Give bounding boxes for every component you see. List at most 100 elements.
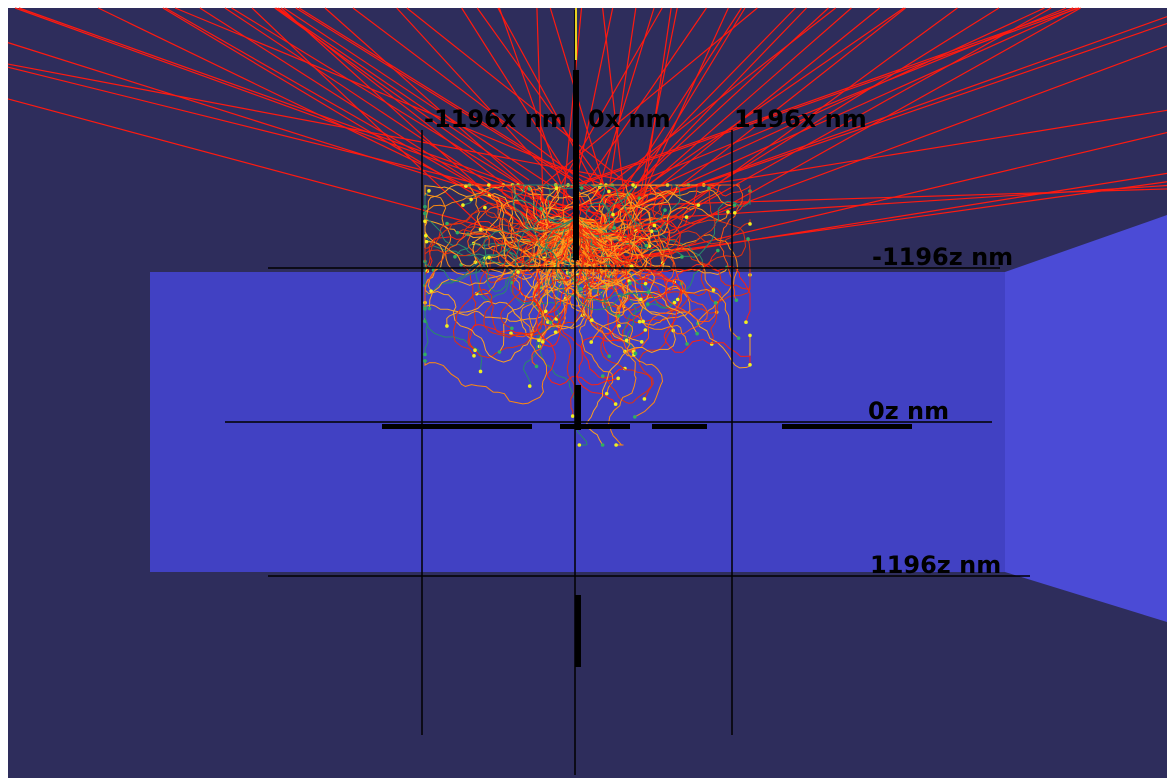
particle-end <box>631 183 635 187</box>
particle-end <box>726 210 730 214</box>
particle-end <box>543 309 548 314</box>
particle-end <box>423 352 427 357</box>
particle-end <box>453 254 457 259</box>
particle-end <box>607 189 611 194</box>
z-label: 0z nm <box>868 397 949 425</box>
particle-end <box>607 354 612 359</box>
particle-end <box>539 206 543 211</box>
particle-end <box>652 223 657 228</box>
particle-end <box>733 210 737 215</box>
particle-end <box>600 443 605 447</box>
trajectory <box>7 63 636 183</box>
trajectory <box>626 172 1167 261</box>
particle-end <box>600 374 605 378</box>
particle-end <box>474 291 479 296</box>
particle-end <box>675 297 680 302</box>
trajectory <box>561 7 583 217</box>
particle-end <box>646 290 651 294</box>
trajectory <box>556 214 631 318</box>
trajectory <box>625 7 1045 202</box>
particle-end <box>614 443 618 447</box>
particle-end <box>461 203 465 207</box>
particle-end <box>748 362 752 367</box>
particle-end <box>497 350 502 354</box>
particle-end <box>486 183 491 187</box>
particle-end <box>472 353 476 358</box>
particle-end <box>445 324 449 328</box>
trajectory <box>563 184 633 267</box>
particle-end <box>589 340 594 344</box>
trajectory <box>596 7 1052 264</box>
particle-end <box>579 186 584 190</box>
particle-end <box>611 212 615 217</box>
trajectory <box>580 7 707 192</box>
trajectory <box>607 7 881 229</box>
trajectory <box>275 7 530 181</box>
trajectory <box>625 7 729 231</box>
particle-end <box>645 302 650 306</box>
particle-end <box>639 297 643 302</box>
trajectory <box>625 181 1167 259</box>
trajectory <box>536 7 545 241</box>
trajectory <box>512 214 584 303</box>
trajectory <box>587 7 742 246</box>
particle-end <box>473 348 477 352</box>
x-label: 1196x nm <box>734 105 867 133</box>
axis-bar <box>652 424 707 429</box>
trajectory <box>424 184 577 272</box>
axis-bar <box>560 424 630 429</box>
particle-end <box>663 208 667 212</box>
trajectory <box>461 7 591 212</box>
particle-end <box>643 281 648 286</box>
particle-end <box>744 320 748 325</box>
axis-bar <box>575 595 581 667</box>
particle-end <box>429 289 433 294</box>
particle-end <box>639 340 644 344</box>
particle-end <box>509 331 513 336</box>
trajectory <box>545 214 642 311</box>
trajectory <box>569 7 1080 189</box>
trajectory <box>586 22 1167 224</box>
trajectory <box>575 214 739 324</box>
particle-end <box>537 338 541 343</box>
particle-end <box>641 319 646 324</box>
particle-end <box>579 287 583 291</box>
particle-end <box>616 376 620 381</box>
particle-end <box>478 369 483 374</box>
trajectory <box>452 214 577 357</box>
particle-end <box>540 340 545 344</box>
trajectory <box>638 7 906 219</box>
trajectory <box>575 209 634 267</box>
particle-end <box>711 288 716 292</box>
axis-bar <box>382 424 532 429</box>
particle-end <box>423 219 427 224</box>
trajectory <box>609 7 637 183</box>
trajectory <box>174 7 640 201</box>
trajectory <box>575 214 675 400</box>
particle-end <box>716 248 720 253</box>
particle-end <box>642 397 647 401</box>
trajectory <box>544 214 619 317</box>
particle-end <box>617 323 621 328</box>
trajectory <box>473 184 579 244</box>
particle-end <box>628 281 632 286</box>
particle-end <box>548 320 553 325</box>
particle-end <box>469 197 473 202</box>
particle-end <box>684 215 689 219</box>
particle-end <box>637 319 642 324</box>
particle-end <box>672 300 677 305</box>
z-label: 1196z nm <box>870 551 1001 579</box>
z-label: -1196z nm <box>872 243 1013 271</box>
particle-end <box>534 364 539 369</box>
trajectory <box>512 184 582 251</box>
trajectory <box>575 214 708 335</box>
trajectories <box>7 7 1167 447</box>
particle-end <box>617 314 621 318</box>
trajectory <box>572 184 1167 225</box>
trajectory <box>497 7 609 211</box>
particle-end <box>633 351 638 356</box>
particle-end <box>746 237 750 241</box>
particle-end <box>483 205 487 210</box>
trajectory <box>573 7 614 196</box>
axis-bar <box>782 424 912 429</box>
